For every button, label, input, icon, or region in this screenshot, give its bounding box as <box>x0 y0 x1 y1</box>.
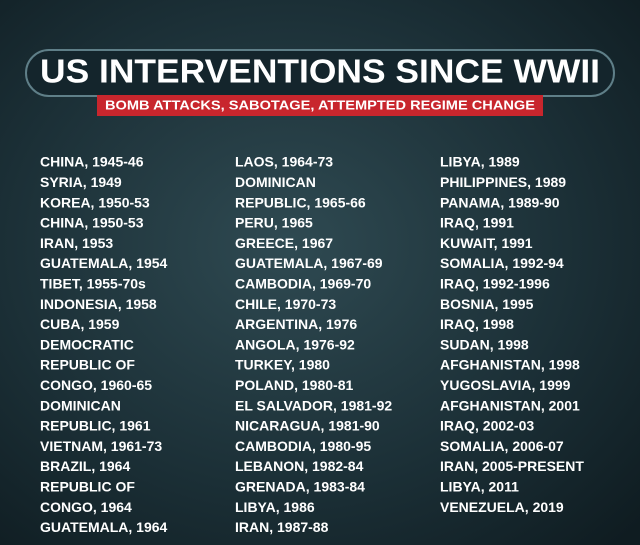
entry-line: YUGOSLAVIA, 1999 <box>440 377 571 393</box>
entry-line: PHILIPPINES, 1989 <box>440 174 566 190</box>
entry-line: IRAN, 1987-88 <box>235 519 329 535</box>
entry-line: PANAMA, 1989-90 <box>440 194 560 210</box>
entry-line: PERU, 1965 <box>235 215 313 231</box>
entry-line: REPUBLIC, 1965-66 <box>235 194 366 210</box>
subtitle-band <box>97 95 543 116</box>
entry-line: REPUBLIC OF <box>40 357 135 373</box>
entry-line: VENEZUELA, 2019 <box>440 499 564 515</box>
entry-line: LEBANON, 1982-84 <box>235 458 364 474</box>
entry-line: KOREA, 1950-53 <box>40 194 150 210</box>
entry-line: LAOS, 1964-73 <box>235 154 333 170</box>
entry-line: CONGO, 1960-65 <box>40 377 152 393</box>
subtitle: BOMB ATTACKS, SABOTAGE, ATTEMPTED REGIME… <box>105 97 535 112</box>
entry-line: KUWAIT, 1991 <box>440 235 533 251</box>
title: US INTERVENTIONS SINCE WWII <box>40 53 600 90</box>
entry-line: REPUBLIC OF <box>40 479 135 495</box>
entry-line: CHINA, 1950-53 <box>40 215 144 231</box>
entry-line: POLAND, 1980-81 <box>235 377 353 393</box>
entry-line: GRENADA, 1983-84 <box>235 479 365 495</box>
entry-line: GREECE, 1967 <box>235 235 333 251</box>
entry-line: IRAN, 1953 <box>40 235 113 251</box>
entry-line: SOMALIA, 1992-94 <box>440 255 564 271</box>
entry-line: IRAQ, 1991 <box>440 215 514 231</box>
entry-line: GUATEMALA, 1954 <box>40 255 168 271</box>
entry-line: GUATEMALA, 1967-69 <box>235 255 383 271</box>
entry-line: NICARAGUA, 1981-90 <box>235 418 380 434</box>
entry-line: REPUBLIC, 1961 <box>40 418 151 434</box>
entry-line: GUATEMALA, 1964 <box>40 519 168 535</box>
columns: CHINA, 1945-46 SYRIA, 1949 KOREA, 1950-53 C… <box>40 154 584 535</box>
entry-line: DOMINICAN <box>235 174 316 190</box>
entry-line: LIBYA, 1989 <box>440 154 520 170</box>
entry-line: BOSNIA, 1995 <box>440 296 534 312</box>
entry-line: CHINA, 1945-46 <box>40 154 144 170</box>
entry-line: AFGHANISTAN, 2001 <box>440 397 580 413</box>
entry-line: TIBET, 1955-70s <box>40 276 146 292</box>
entry-line: VIETNAM, 1961-73 <box>40 438 162 454</box>
entry-line: CONGO, 1964 <box>40 499 132 515</box>
entry-line: BRAZIL, 1964 <box>40 458 130 474</box>
entry-line: SUDAN, 1998 <box>440 336 529 352</box>
entry-line: INDONESIA, 1958 <box>40 296 157 312</box>
entry-line: CUBA, 1959 <box>40 316 120 332</box>
entry-line: IRAQ, 2002-03 <box>440 418 534 434</box>
entry-line: AFGHANISTAN, 1998 <box>440 357 580 373</box>
entry-line: DEMOCRATIC <box>40 336 134 352</box>
entry-line: CAMBODIA, 1969-70 <box>235 276 371 292</box>
entry-line: ARGENTINA, 1976 <box>235 316 357 332</box>
entry-line: DOMINICAN <box>40 397 121 413</box>
entry-line: LIBYA, 2011 <box>440 479 519 495</box>
entry-line: SOMALIA, 2006-07 <box>440 438 564 454</box>
entry-line: LIBYA, 1986 <box>235 499 315 515</box>
entry-line: EL SALVADOR, 1981-92 <box>235 397 392 413</box>
entry-line: IRAN, 2005-PRESENT <box>440 458 584 474</box>
entry-line: TURKEY, 1980 <box>235 357 330 373</box>
entry-line: CAMBODIA, 1980-95 <box>235 438 371 454</box>
entry-line: CHILE, 1970-73 <box>235 296 336 312</box>
entry-line: ANGOLA, 1976-92 <box>235 336 355 352</box>
entry-line: IRAQ, 1992-1996 <box>440 276 550 292</box>
entry-line: SYRIA, 1949 <box>40 174 122 190</box>
entry-line: IRAQ, 1998 <box>440 316 514 332</box>
